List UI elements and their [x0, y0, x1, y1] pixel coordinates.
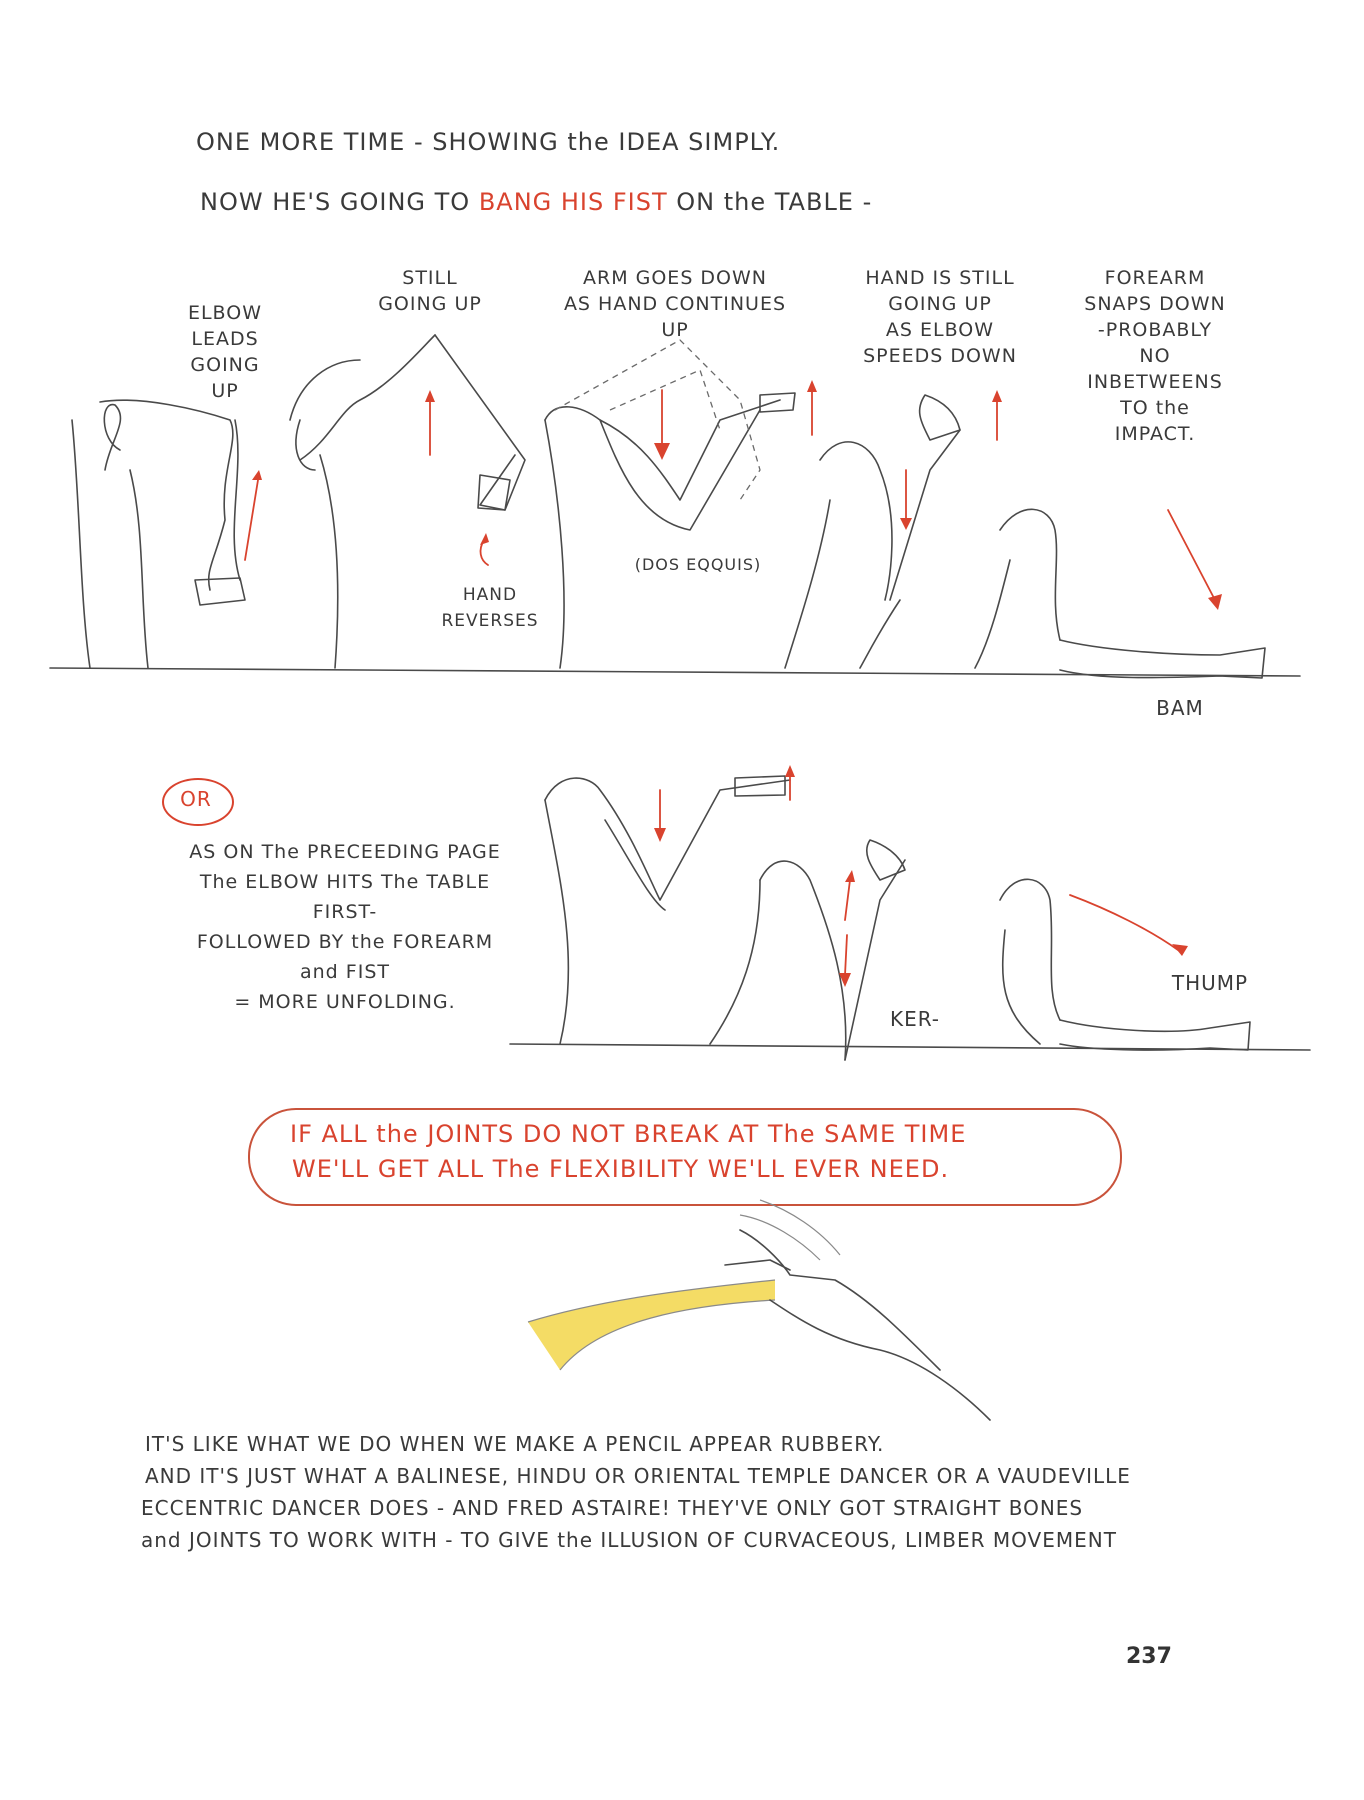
callout-line-1: IF ALL the JOINTS DO NOT BREAK AT The SA… [290, 1120, 967, 1148]
label-forearm-snaps: FOREARM SNAPS DOWN -PROBABLY NO INBETWEE… [1084, 267, 1226, 445]
label-dos-equis: (DOS EQQUIS) [634, 555, 762, 574]
header-line-2-start: NOW HE'S GOING TO [200, 188, 479, 216]
callout-line-2: WE'LL GET ALL The FLEXIBILITY WE'LL EVER… [292, 1155, 950, 1183]
header-line-2: NOW HE'S GOING TO BANG HIS FIST ON the T… [200, 188, 872, 216]
label-hand-reverses: HAND REVERSES [441, 585, 539, 631]
arm-figure-6 [544, 775, 791, 1045]
label-bam: BAM [1156, 696, 1204, 720]
arm-figure-2 [289, 334, 526, 669]
arm-figure-3 [544, 339, 796, 669]
rubbery-pencil-illustration [527, 1199, 991, 1421]
callout-oval [248, 1108, 1122, 1206]
red-arrows-1 [244, 380, 1222, 610]
label-arm-goes-down: ARM GOES DOWN AS HAND CONTINUES UP [563, 267, 787, 341]
label-elbow-leads: ELBOW LEADS GOING UP [187, 302, 263, 402]
table-line-1 [49, 667, 1301, 677]
note-preceding-page: AS ON The PRECEEDING PAGE The ELBOW HITS… [189, 841, 501, 1013]
header-line-2-end: ON the TABLE - [667, 188, 873, 216]
label-thump: THUMP [1171, 971, 1249, 995]
label-still-going-up: STILL GOING UP [378, 267, 482, 315]
footer-line-2: AND IT'S JUST WHAT A BALINESE, HINDU OR … [145, 1464, 1131, 1488]
label-or: OR [180, 787, 212, 811]
header-line-1: ONE MORE TIME - SHOWING the IDEA SIMPLY. [196, 128, 781, 156]
or-circle [162, 778, 234, 826]
footer-line-1: IT'S LIKE WHAT WE DO WHEN WE MAKE A PENC… [145, 1432, 885, 1456]
page-number: 237 [1126, 1644, 1172, 1669]
arm-figure-1 [71, 399, 246, 669]
arm-figure-7 [709, 839, 906, 1061]
red-arrows-2 [654, 765, 1188, 987]
footer-line-3: ECCENTRIC DANCER DOES - AND FRED ASTAIRE… [141, 1496, 1084, 1520]
header-emphasis: BANG HIS FIST [478, 188, 668, 216]
label-hand-still-going-up: HAND IS STILL GOING UP AS ELBOW SPEEDS D… [863, 267, 1017, 367]
arm-figure-4 [784, 394, 961, 669]
arm-figure-5 [974, 508, 1266, 679]
label-ker: KER- [889, 1007, 941, 1031]
footer-line-4: and JOINTS TO WORK WITH - TO GIVE the IL… [141, 1528, 1117, 1552]
arm-figure-8 [999, 878, 1251, 1051]
